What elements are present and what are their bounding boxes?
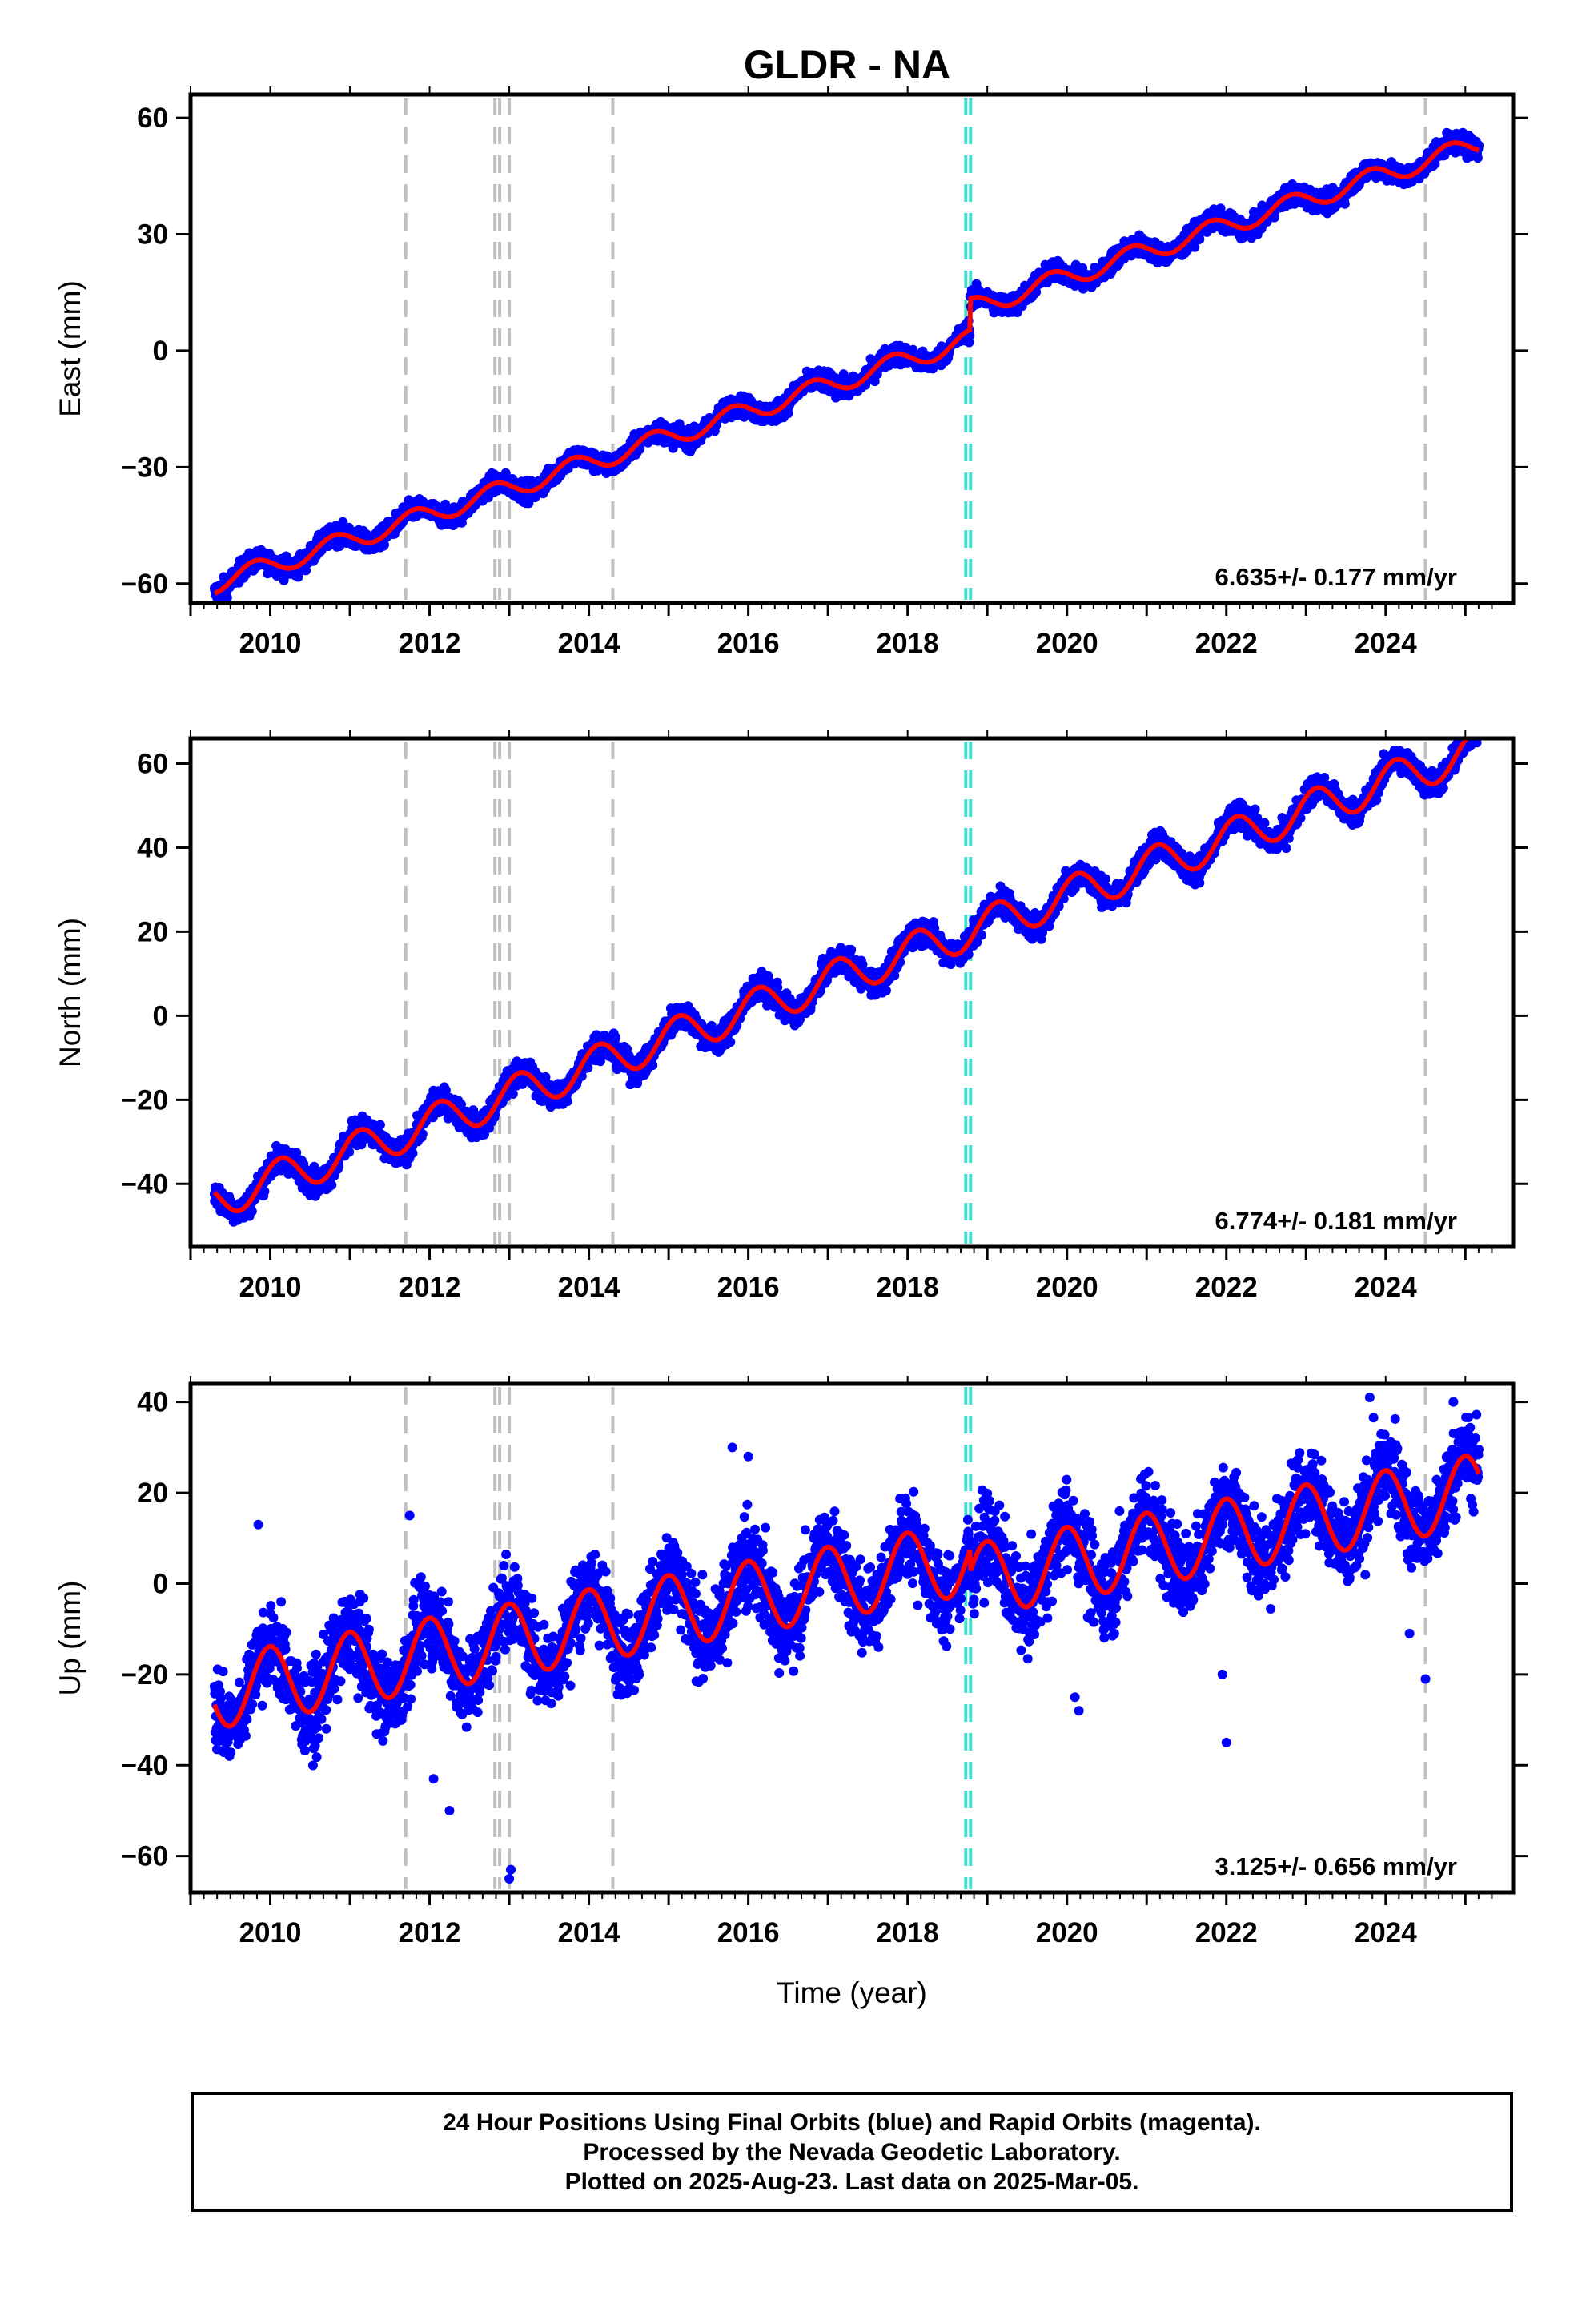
data-point (259, 1186, 270, 1196)
x-tick-label: 2020 (1036, 628, 1098, 659)
data-point (338, 517, 348, 527)
data-point (247, 1206, 257, 1216)
x-tick-label: 2016 (717, 628, 780, 659)
data-point (1472, 153, 1483, 163)
x-tick-label: 2010 (239, 628, 302, 659)
y-tick-label: 30 (137, 219, 168, 251)
data-point (379, 540, 389, 550)
x-tick-label: 2012 (399, 628, 461, 659)
data-point (783, 408, 793, 419)
y-axis-label: East (mm) (54, 280, 86, 417)
x-tick-label: 2022 (1195, 628, 1258, 659)
data-point (408, 1148, 418, 1158)
x-tick-label: 2018 (877, 628, 939, 659)
data-point (1339, 199, 1350, 209)
data-points (209, 127, 1484, 603)
data-point (375, 1120, 385, 1130)
panel-east: −60 −30 0 30 60 2010 2012 2014 2016 2018 2020 2022 2… (54, 86, 1528, 659)
x-tick-label: 2024 (1355, 628, 1417, 659)
chart-title: GLDR - NA (744, 42, 950, 87)
y-tick-label: −30 (121, 452, 168, 483)
y-tick-label: −60 (121, 569, 168, 600)
y-tick-label: 60 (137, 103, 168, 134)
data-point (327, 1180, 337, 1190)
x-tick-label: 2014 (558, 628, 620, 659)
data-point (222, 593, 232, 603)
y-tick-label: 0 (153, 336, 168, 367)
panels: −60 −30 0 30 60 2010 2012 2014 2016 2018 2020 2022 2… (54, 86, 1528, 2009)
rate-annotation: 6.635+/- 0.177 mm/yr (1215, 563, 1457, 591)
